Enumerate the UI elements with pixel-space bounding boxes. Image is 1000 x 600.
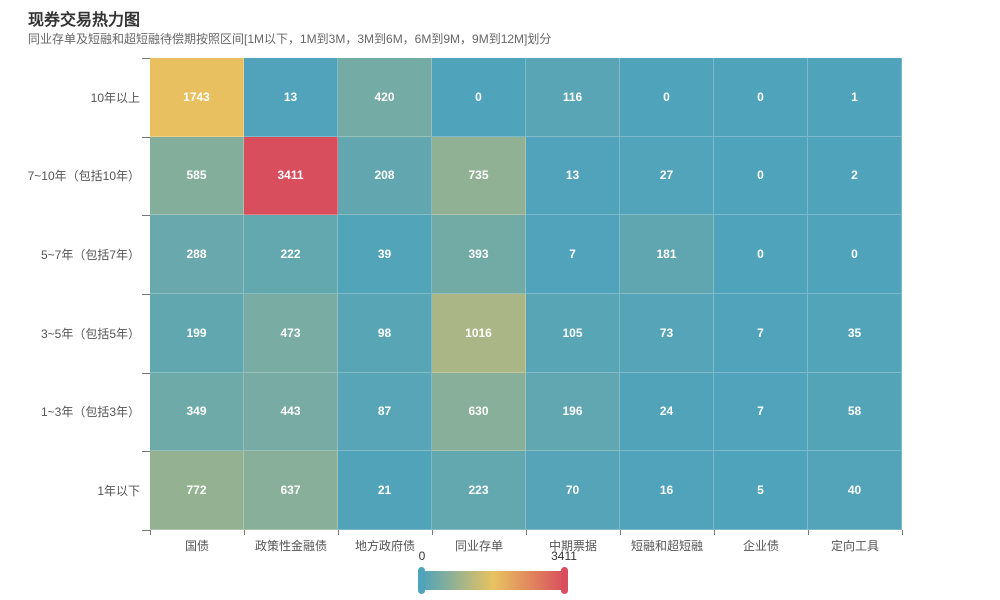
x-axis-label: 中期票据 <box>548 539 597 553</box>
heatmap-cell[interactable]: 0 <box>432 58 526 137</box>
heatmap-cell[interactable]: 21 <box>338 451 432 530</box>
x-axis-label: 同业存单 <box>454 539 503 553</box>
heatmap-cell[interactable]: 420 <box>338 58 432 137</box>
heatmap-cell[interactable]: 1743 <box>150 58 244 137</box>
x-axis-tick <box>620 530 621 535</box>
visualmap-max-label: 3411 <box>551 549 577 563</box>
y-axis-tick <box>142 136 150 138</box>
chart-subtitle: 同业存单及短融和超短融待偿期按照区间[1M以下，1M到3M，3M到6M，6M到9… <box>28 32 552 46</box>
heatmap-cell[interactable]: 70 <box>526 451 620 530</box>
heatmap-cell[interactable]: 73 <box>620 294 714 373</box>
x-axis-tick <box>338 530 339 535</box>
heatmap-cell[interactable]: 98 <box>338 294 432 373</box>
heatmap-cell[interactable]: 222 <box>244 215 338 294</box>
heatmap-cell[interactable]: 40 <box>808 451 902 530</box>
heatmap-cell[interactable]: 58 <box>808 372 902 452</box>
heatmap-cell[interactable]: 1 <box>808 58 902 137</box>
heatmap-cell[interactable]: 39 <box>338 215 432 294</box>
heatmap-cell[interactable]: 7 <box>714 372 808 452</box>
heatmap-cell[interactable]: 196 <box>526 372 620 452</box>
heatmap-cell[interactable]: 181 <box>620 215 714 294</box>
x-axis-tick <box>714 530 715 535</box>
x-axis-tick <box>150 530 151 535</box>
y-axis-label: 5~7年（包括7年） <box>40 248 140 263</box>
heatmap-cell[interactable]: 393 <box>432 215 526 294</box>
visualmap-max-handle[interactable] <box>561 567 568 594</box>
y-axis-label: 3~5年（包括5年） <box>40 326 140 341</box>
y-axis-tick <box>142 215 150 217</box>
heatmap-cell[interactable]: 0 <box>714 58 808 137</box>
heatmap-cell[interactable]: 208 <box>338 136 432 216</box>
x-axis-tick <box>808 530 809 535</box>
heatmap-cell[interactable]: 630 <box>432 372 526 452</box>
heatmap-cell[interactable]: 223 <box>432 451 526 530</box>
chart-title: 现券交易热力图 <box>28 12 141 29</box>
heatmap-cell[interactable]: 199 <box>150 294 244 373</box>
y-axis-tick <box>142 58 150 59</box>
heatmap-cell[interactable]: 24 <box>620 372 714 452</box>
heatmap-cell[interactable]: 105 <box>526 294 620 373</box>
heatmap-cell[interactable]: 0 <box>714 136 808 216</box>
x-axis-tick <box>244 530 245 535</box>
heatmap-cell[interactable]: 0 <box>714 215 808 294</box>
x-axis-tick <box>526 530 527 535</box>
heatmap-cell[interactable]: 3411 <box>244 136 338 216</box>
heatmap-cell[interactable]: 443 <box>244 372 338 452</box>
x-axis-label: 短融和超短融 <box>630 539 703 553</box>
y-axis-tick <box>142 451 150 453</box>
heatmap-cell[interactable]: 116 <box>526 58 620 137</box>
x-axis-tick <box>432 530 433 535</box>
heatmap-cell[interactable]: 349 <box>150 372 244 452</box>
y-axis-tick <box>142 372 150 374</box>
heatmap-cell[interactable]: 87 <box>338 372 432 452</box>
x-axis-label: 定向工具 <box>830 539 879 553</box>
heatmap-cell[interactable]: 13 <box>244 58 338 137</box>
heatmap-cell[interactable]: 5 <box>714 451 808 530</box>
heatmap-cell[interactable]: 637 <box>244 451 338 530</box>
heatmap-cell[interactable]: 0 <box>808 215 902 294</box>
heatmap-cell[interactable]: 288 <box>150 215 244 294</box>
y-axis-label: 1年以下 <box>97 484 140 499</box>
y-axis-tick <box>142 530 150 531</box>
heatmap-cell[interactable]: 27 <box>620 136 714 216</box>
x-axis-label: 企业债 <box>742 539 779 553</box>
visualmap-min-handle[interactable] <box>418 567 425 594</box>
heatmap-cell[interactable]: 0 <box>620 58 714 137</box>
heatmap-cell[interactable]: 7 <box>714 294 808 373</box>
y-axis-tick <box>142 294 150 295</box>
heatmap-cell[interactable]: 772 <box>150 451 244 530</box>
heatmap-cell[interactable]: 7 <box>526 215 620 294</box>
heatmap-cell[interactable]: 16 <box>620 451 714 530</box>
x-axis-label: 国债 <box>184 539 209 553</box>
heatmap-cell[interactable]: 2 <box>808 136 902 216</box>
x-axis-tick <box>902 530 903 535</box>
x-axis-label: 政策性金融债 <box>254 539 327 553</box>
heatmap-cell[interactable]: 35 <box>808 294 902 373</box>
heatmap-cell[interactable]: 13 <box>526 136 620 216</box>
y-axis-label: 7~10年（包括10年） <box>27 169 140 184</box>
heatmap-cell[interactable]: 1016 <box>432 294 526 373</box>
heatmap-cell[interactable]: 735 <box>432 136 526 216</box>
y-axis-label: 10年以上 <box>90 90 140 105</box>
heatmap-cell[interactable]: 585 <box>150 136 244 216</box>
y-axis-label: 1~3年（包括3年） <box>40 405 140 420</box>
heatmap-cell[interactable]: 473 <box>244 294 338 373</box>
visualmap-gradient-bar[interactable] <box>422 571 565 590</box>
visualmap-min-label: 0 <box>418 549 426 563</box>
x-axis-label: 地方政府债 <box>354 539 415 553</box>
